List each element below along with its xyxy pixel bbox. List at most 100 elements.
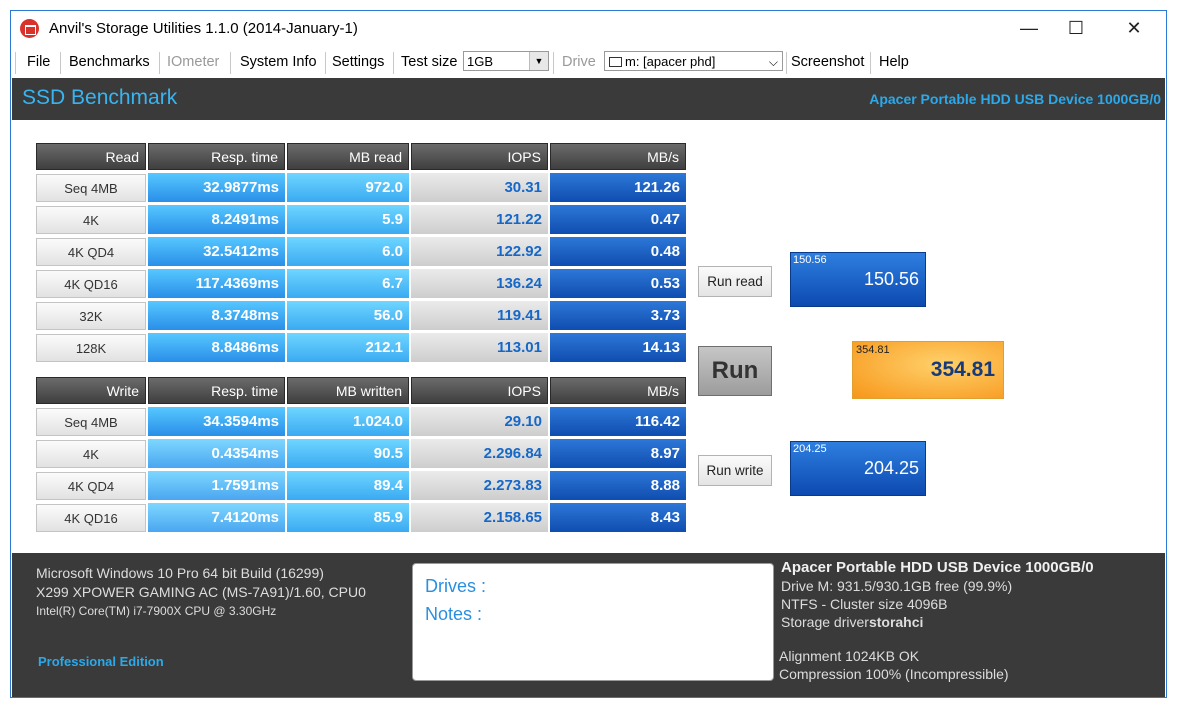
mbs-cell: 3.73: [550, 301, 686, 330]
mbs-cell: 8.97: [550, 439, 686, 468]
menu-system-info[interactable]: System Info: [240, 54, 317, 70]
resp-time-cell: 117.4369ms: [148, 269, 285, 298]
resp-time-cell: 8.3748ms: [148, 301, 285, 330]
read-score-value: 150.56: [863, 269, 919, 289]
page-title: SSD Benchmark: [22, 86, 178, 109]
read-score-small: 150.56: [793, 254, 827, 266]
mb-cell: 5.9: [287, 205, 409, 234]
mb-cell: 972.0: [287, 173, 409, 202]
run-button[interactable]: Run: [698, 346, 772, 396]
maximize-button[interactable]: ☐: [1067, 18, 1085, 38]
mbs-cell: 121.26: [550, 173, 686, 202]
drive-select[interactable]: m: [apacer phd] ⌵: [604, 51, 783, 71]
write-row-button[interactable]: 4K QD16: [36, 504, 146, 532]
resp-time-cell: 8.2491ms: [148, 205, 285, 234]
fs-info: NTFS - Cluster size 4096B: [781, 596, 948, 612]
write-row-button[interactable]: 4K: [36, 440, 146, 468]
resp-time-cell: 32.5412ms: [148, 237, 285, 266]
read-row-button[interactable]: 4K QD16: [36, 270, 146, 298]
read-row-button[interactable]: 4K QD4: [36, 238, 146, 266]
drive-value: m: [apacer phd]: [625, 54, 716, 69]
read-row-button[interactable]: 128K: [36, 334, 146, 362]
drives-label: Drives :: [425, 576, 487, 596]
total-score-box: 354.81 354.81: [852, 341, 1004, 399]
anvil-app-icon: [20, 19, 39, 38]
mb-cell: 6.0: [287, 237, 409, 266]
iops-cell: 122.92: [411, 237, 548, 266]
menu-screenshot[interactable]: Screenshot: [791, 54, 865, 70]
mb-cell: 56.0: [287, 301, 409, 330]
read-score-box: 150.56 150.56: [790, 252, 926, 307]
mb-cell: 85.9: [287, 503, 409, 532]
mbs-cell: 0.48: [550, 237, 686, 266]
board-info: X299 XPOWER GAMING AC (MS-7A91)/1.60, CP…: [36, 584, 366, 600]
resp-time-cell: 1.7591ms: [148, 471, 285, 500]
chevron-down-icon: ⌵: [768, 55, 778, 69]
mbs-cell: 0.47: [550, 205, 686, 234]
mb-cell: 212.1: [287, 333, 409, 362]
resp-time-cell: 34.3594ms: [148, 407, 285, 436]
title-bar: Anvil's Storage Utilities 1.1.0 (2014-Ja…: [11, 11, 1166, 47]
drive-info: Drive M: 931.5/930.1GB free (99.9%): [781, 578, 1013, 594]
write-header-iops: IOPS: [411, 377, 548, 404]
read-row-button[interactable]: 4K: [36, 206, 146, 234]
write-header-label: Write: [36, 377, 146, 404]
mbs-cell: 116.42: [550, 407, 686, 436]
total-score-small: 354.81: [856, 344, 890, 356]
write-score-box: 204.25 204.25: [790, 441, 926, 496]
app-window: Anvil's Storage Utilities 1.1.0 (2014-Ja…: [10, 10, 1167, 698]
iops-cell: 29.10: [411, 407, 548, 436]
test-size-select[interactable]: 1GB ▼: [463, 51, 549, 71]
read-header-resp: Resp. time: [148, 143, 285, 170]
menu-benchmarks[interactable]: Benchmarks: [69, 54, 150, 70]
os-info: Microsoft Windows 10 Pro 64 bit Build (1…: [36, 565, 324, 581]
menu-iometer[interactable]: IOmeter: [167, 54, 220, 70]
edition-label: Professional Edition: [38, 654, 164, 669]
menu-help[interactable]: Help: [879, 54, 909, 70]
compression-info: Compression 100% (Incompressible): [779, 666, 1009, 682]
read-header-label: Read: [36, 143, 146, 170]
window-title: Anvil's Storage Utilities 1.1.0 (2014-Ja…: [49, 20, 358, 37]
drive-label: Drive: [562, 54, 596, 70]
iops-cell: 121.22: [411, 205, 548, 234]
alignment-info: Alignment 1024KB OK: [779, 648, 920, 664]
menu-file[interactable]: File: [27, 54, 51, 70]
write-row-button[interactable]: 4K QD4: [36, 472, 146, 500]
close-button[interactable]: ✕: [1126, 18, 1142, 38]
iops-cell: 30.31: [411, 173, 548, 202]
mbs-cell: 14.13: [550, 333, 686, 362]
read-header-mbs: MB/s: [550, 143, 686, 170]
cpu-info: Intel(R) Core(TM) i7-7900X CPU @ 3.30GHz: [36, 604, 277, 618]
mb-cell: 89.4: [287, 471, 409, 500]
notes-label: Notes :: [425, 604, 483, 624]
write-row-button[interactable]: Seq 4MB: [36, 408, 146, 436]
mbs-cell: 8.43: [550, 503, 686, 532]
storage-driver-label: Storage driver: [781, 614, 869, 630]
read-header-mb: MB read: [287, 143, 409, 170]
run-write-button[interactable]: Run write: [698, 455, 772, 486]
storage-driver-value: storahci: [868, 614, 924, 630]
iops-cell: 119.41: [411, 301, 548, 330]
footer-device-name: Apacer Portable HDD USB Device 1000GB/0: [781, 559, 1094, 576]
resp-time-cell: 32.9877ms: [148, 173, 285, 202]
drive-icon: [609, 57, 622, 67]
menu-settings[interactable]: Settings: [332, 54, 385, 70]
chevron-down-icon: ▼: [529, 52, 548, 70]
resp-time-cell: 7.4120ms: [148, 503, 285, 532]
test-size-value: 1GB: [467, 54, 494, 69]
run-read-button[interactable]: Run read: [698, 266, 772, 297]
write-header-mb: MB written: [287, 377, 409, 404]
mbs-cell: 0.53: [550, 269, 686, 298]
notes-panel[interactable]: Drives : Notes :: [412, 563, 774, 681]
iops-cell: 136.24: [411, 269, 548, 298]
read-header-iops: IOPS: [411, 143, 548, 170]
read-row-button[interactable]: Seq 4MB: [36, 174, 146, 202]
total-score-value: 354.81: [930, 358, 995, 381]
write-score-value: 204.25: [863, 458, 919, 478]
test-size-label: Test size: [401, 54, 458, 70]
iops-cell: 113.01: [411, 333, 548, 362]
iops-cell: 2.296.84: [411, 439, 548, 468]
mb-cell: 90.5: [287, 439, 409, 468]
read-row-button[interactable]: 32K: [36, 302, 146, 330]
minimize-button[interactable]: —: [1020, 18, 1038, 38]
